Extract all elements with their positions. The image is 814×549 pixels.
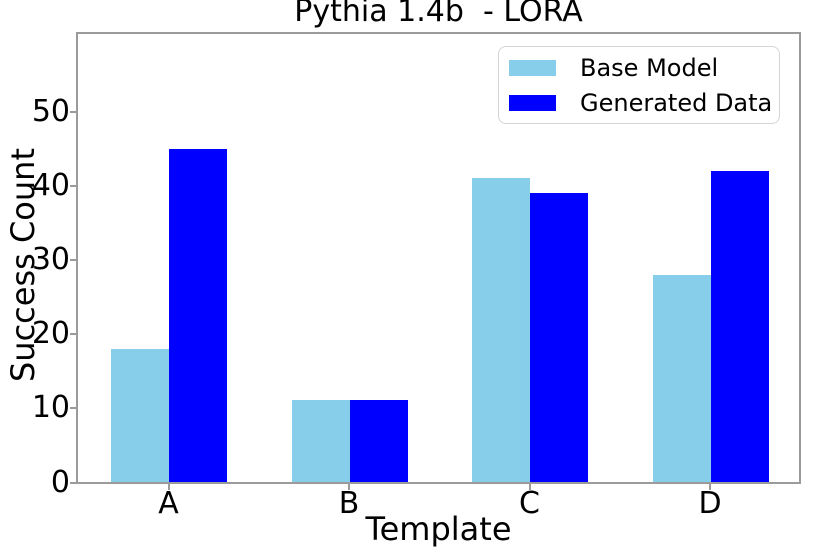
x-tick-label-D: D [698, 486, 722, 521]
y-tick-mark [70, 333, 77, 336]
y-tick-label-50: 50 [31, 94, 70, 130]
legend-label: Base Model [580, 53, 719, 82]
y-tick-mark [70, 259, 77, 262]
y-tick-label-30: 30 [31, 242, 70, 278]
x-tick-mark [167, 483, 170, 490]
legend-item: Generated Data [509, 88, 773, 118]
bar-generated-data-C [530, 193, 588, 482]
legend: Base Model Generated Data [498, 46, 780, 124]
bar-base-model-C [472, 178, 530, 482]
y-tick-label-10: 10 [31, 390, 70, 426]
chart-title: Pythia 1.4b - LORA [294, 0, 583, 29]
y-tick-label-0: 0 [50, 464, 70, 500]
bar-base-model-A [111, 349, 169, 482]
y-tick-mark [70, 111, 77, 114]
legend-swatch [509, 94, 556, 111]
x-tick-mark [709, 483, 711, 490]
x-tick-label-B: B [338, 486, 360, 521]
x-axis-label: Template [365, 510, 512, 548]
x-tick-label-C: C [519, 486, 540, 521]
y-tick-label-40: 40 [31, 168, 70, 204]
y-tick-mark [70, 185, 77, 188]
bar-base-model-B [291, 400, 350, 482]
bar-generated-data-D [710, 171, 769, 482]
y-tick-mark [70, 481, 77, 484]
y-tick-mark [70, 407, 77, 410]
y-tick-label-20: 20 [31, 316, 70, 352]
legend-label: Generated Data [580, 88, 773, 117]
bar-generated-data-B [349, 400, 408, 482]
legend-swatch [509, 59, 556, 76]
legend-item: Base Model [509, 53, 769, 83]
bar-generated-data-A [169, 149, 227, 482]
plot-area: Base Model Generated Data [76, 32, 801, 484]
x-tick-mark [528, 483, 531, 490]
bar-base-model-D [652, 275, 711, 482]
x-tick-label-A: A [158, 486, 179, 521]
x-tick-mark [348, 483, 350, 490]
